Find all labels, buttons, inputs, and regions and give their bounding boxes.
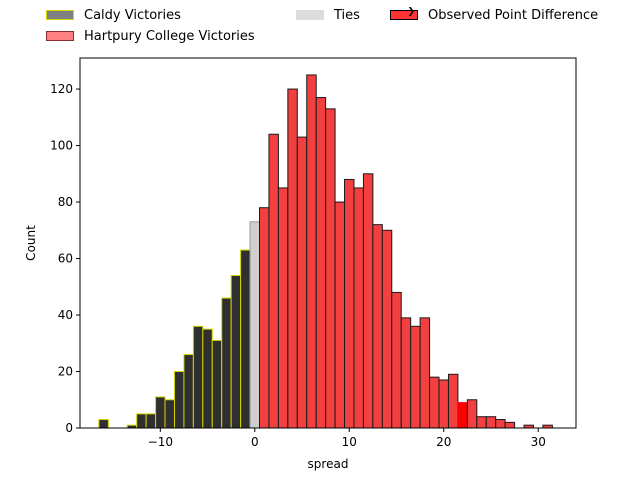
y-tick-label: 20 — [58, 365, 73, 379]
bar-caldy-victories-9 — [183, 354, 194, 429]
bar-hartpury-college-victories-4 — [296, 136, 308, 429]
x-axis-ticks: −10 0 10 20 30 — [148, 428, 546, 449]
bar-hartpury-college-victories-13 — [381, 229, 393, 429]
legend-swatch-hartpury — [46, 31, 74, 41]
legend-label-caldy: Caldy Victories — [84, 7, 181, 23]
bar-caldy-victories-13 — [221, 297, 232, 429]
bars-layer — [98, 74, 553, 429]
x-tick-label: −10 — [148, 435, 173, 449]
bar-caldy-victories-11 — [202, 328, 213, 429]
legend-swatch-caldy — [46, 10, 74, 20]
bar-hartpury-college-victories-25 — [495, 419, 506, 429]
bar-hartpury-college-victories-20 — [447, 373, 459, 429]
bar-hartpury-college-victories-10 — [353, 187, 364, 429]
legend-label-hartpury: Hartpury College Victories — [84, 28, 255, 44]
bar-hartpury-college-victories-19 — [438, 379, 449, 429]
bar-hartpury-college-victories-8 — [334, 201, 346, 429]
x-axis-label: spread — [308, 457, 349, 471]
legend-item-observed: ❯ Observed Point Difference — [390, 6, 598, 24]
bar-hartpury-college-victories-17 — [419, 317, 431, 429]
bar-caldy-victories-8 — [173, 371, 185, 429]
bar-hartpury-college-victories-24 — [485, 416, 497, 429]
bar-hartpury-college-victories-9 — [344, 178, 355, 429]
bar-caldy-victories-0 — [98, 419, 109, 429]
bar-ties-0 — [249, 221, 261, 429]
y-tick-label: 60 — [58, 252, 73, 266]
bar-hartpury-college-victories-7 — [325, 108, 336, 429]
x-tick-label: 20 — [436, 435, 451, 449]
bar-hartpury-college-victories-3 — [287, 88, 298, 429]
legend-swatch-observed: ❯ — [390, 7, 418, 20]
bar-caldy-victories-4 — [136, 413, 147, 429]
y-tick-label: 40 — [58, 308, 73, 322]
bar-hartpury-college-victories-16 — [410, 325, 421, 429]
y-axis-label: Count — [24, 225, 38, 261]
bar-caldy-victories-14 — [230, 274, 242, 429]
observed-point-bar — [457, 402, 468, 429]
bar-caldy-victories-12 — [211, 339, 223, 429]
bar-hartpury-college-victories-23 — [476, 416, 487, 429]
bar-hartpury-college-victories-5 — [306, 74, 317, 429]
bar-caldy-victories-6 — [155, 396, 166, 429]
bar-hartpury-college-victories-22 — [466, 399, 478, 429]
bar-hartpury-college-victories-18 — [429, 376, 440, 429]
y-axis-ticks: 0 20 40 60 80 100 120 — [50, 82, 80, 435]
legend-item-caldy: Caldy Victories — [46, 6, 181, 24]
legend-item-hartpury: Hartpury College Victories — [46, 27, 255, 45]
legend-marker-icon: ❯ — [407, 7, 415, 17]
y-tick-label: 120 — [50, 82, 73, 96]
legend-label-ties: Ties — [334, 7, 360, 23]
legend-item-ties: Ties — [296, 6, 360, 24]
bar-hartpury-college-victories-12 — [372, 224, 383, 429]
x-tick-label: 0 — [251, 435, 259, 449]
bar-hartpury-college-victories-0 — [259, 207, 270, 429]
legend: Caldy Victories Hartpury College Victori… — [46, 6, 626, 46]
bar-caldy-victories-10 — [192, 325, 204, 429]
y-tick-label: 80 — [58, 195, 73, 209]
x-tick-label: 10 — [342, 435, 357, 449]
bar-hartpury-college-victories-15 — [400, 317, 412, 429]
y-tick-label: 0 — [65, 421, 73, 435]
bar-hartpury-college-victories-26 — [504, 421, 516, 429]
bar-hartpury-college-victories-1 — [268, 133, 279, 429]
bar-caldy-victories-7 — [164, 399, 175, 429]
x-tick-label: 30 — [531, 435, 546, 449]
bar-caldy-victories-15 — [240, 249, 251, 429]
y-tick-label: 100 — [50, 139, 73, 153]
legend-label-observed: Observed Point Difference — [428, 7, 599, 23]
legend-swatch-ties — [296, 10, 324, 20]
bar-hartpury-college-victories-14 — [391, 291, 402, 429]
bar-hartpury-college-victories-6 — [315, 97, 327, 429]
bar-hartpury-college-victories-11 — [362, 173, 374, 429]
plot-frame — [79, 57, 577, 429]
bar-hartpury-college-victories-2 — [277, 187, 289, 429]
bar-caldy-victories-5 — [145, 413, 157, 429]
